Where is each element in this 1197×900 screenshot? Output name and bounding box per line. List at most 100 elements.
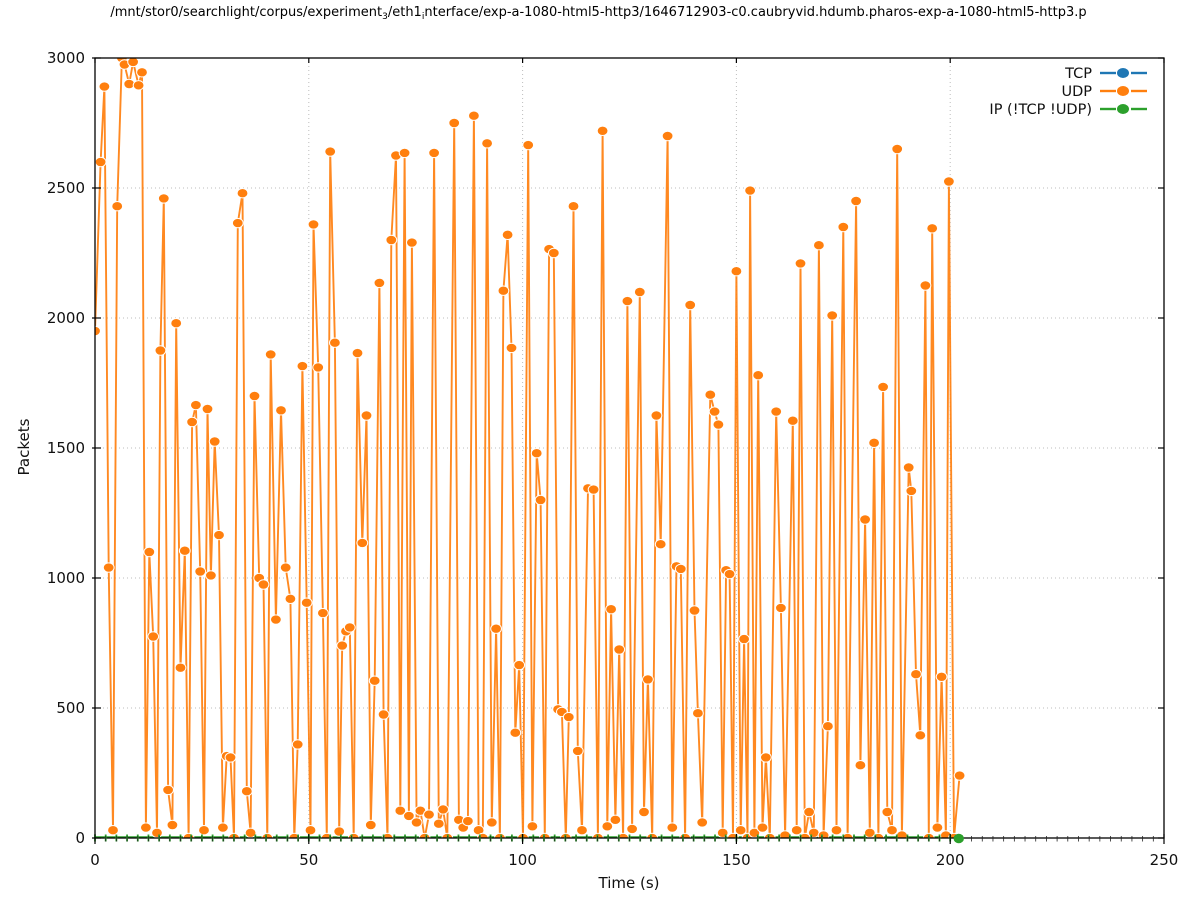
legend-label: IP (!TCP !UDP) [989, 102, 1092, 118]
legend-label: TCP [1064, 66, 1092, 82]
legend-key-marker [1117, 104, 1129, 114]
udp-data-point [107, 825, 119, 836]
udp-data-point [666, 822, 679, 833]
udp-data-point [530, 448, 543, 459]
udp-data-point [868, 437, 880, 448]
y-tick-label: 1500 [47, 439, 85, 457]
udp-data-point [896, 830, 908, 838]
udp-data-point [170, 318, 183, 329]
udp-data-point [275, 405, 287, 416]
udp-data-point [95, 325, 101, 337]
udp-data-point [756, 822, 769, 833]
udp-data-point [571, 745, 584, 757]
udp-data-point [830, 825, 843, 836]
udp-data-point [178, 545, 191, 556]
udp-data-point [248, 390, 261, 402]
udp-data-point [423, 809, 435, 820]
udp-data-point [807, 827, 820, 838]
udp-data-point [638, 806, 650, 818]
udp-data-point [738, 633, 750, 645]
udp-data-point [98, 81, 111, 92]
udp-data-point [217, 822, 229, 833]
udp-data-point [432, 818, 445, 829]
udp-data-point [304, 825, 317, 836]
udp-data-point [224, 752, 237, 763]
udp-data-point [704, 389, 717, 400]
udp-data-point [501, 229, 514, 241]
x-tick-label: 100 [508, 851, 537, 869]
udp-data-point [205, 570, 217, 581]
udp-data-point [877, 381, 889, 393]
udp-data-point [633, 286, 646, 298]
udp-data-point [605, 604, 617, 615]
udp-data-point [674, 563, 687, 575]
y-tick-label: 500 [56, 699, 85, 717]
udp-data-point [95, 156, 107, 168]
x-tick-label: 50 [299, 851, 318, 869]
legend-key-marker [1117, 86, 1129, 96]
udp-data-point [333, 826, 346, 837]
udp-data-point [760, 752, 772, 763]
udp-data-point [190, 399, 202, 411]
udp-data-point [752, 370, 765, 381]
chart-title-part: nterface/exp-a-1080-html5-http3/16467129… [424, 5, 1087, 20]
udp-data-point [509, 727, 522, 738]
udp-data-point [485, 817, 498, 828]
udp-data-point [317, 607, 329, 619]
udp-data-point [157, 193, 170, 204]
udp-data-point [688, 605, 701, 616]
udp-data-point [481, 138, 494, 149]
udp-data-point [284, 593, 297, 604]
udp-data-point [351, 347, 364, 359]
legend-key-marker [1117, 68, 1129, 78]
ip-end-data-point [953, 833, 964, 844]
udp-data-point [410, 817, 423, 828]
udp-data-point [462, 815, 474, 827]
udp-data-point [385, 234, 398, 246]
udp-data-point [779, 830, 791, 838]
udp-data-point [147, 631, 160, 642]
udp-data-point [822, 721, 834, 732]
udp-data-point [312, 362, 325, 373]
udp-data-point [490, 623, 503, 634]
x-axis-title: Time (s) [598, 874, 660, 892]
udp-data-point [803, 806, 815, 818]
udp-data-point [307, 219, 320, 230]
udp-data-point [198, 825, 210, 836]
udp-data-point [102, 562, 115, 573]
udp-data-point [140, 822, 152, 833]
udp-data-point [654, 539, 667, 550]
udp-data-point [136, 67, 148, 78]
udp-data-point [723, 568, 736, 580]
udp-data-point [609, 814, 622, 825]
udp-data-point [151, 827, 163, 838]
y-tick-label: 1000 [47, 569, 85, 587]
udp-data-point [468, 110, 480, 121]
x-tick-label: 250 [1150, 851, 1179, 869]
udp-data-point [935, 671, 948, 682]
udp-data-point [213, 529, 225, 541]
udp-data-point [162, 784, 175, 796]
udp-data-point [231, 217, 244, 229]
x-tick-label: 200 [936, 851, 965, 869]
udp-data-point [154, 345, 167, 356]
udp-data-point [132, 80, 145, 91]
udp-data-point [236, 188, 249, 199]
udp-data-point [613, 644, 626, 655]
chart-title-part: /eth1 [387, 5, 422, 20]
x-tick-label: 0 [90, 851, 100, 869]
udp-data-point [497, 285, 510, 296]
udp-data-point [596, 125, 609, 137]
chart-title: /mnt/stor0/searchlight/corpus/experiment… [0, 2, 1197, 24]
udp-data-point [567, 201, 580, 212]
udp-data-point [513, 659, 526, 671]
udp-data-point [300, 597, 313, 608]
udp-data-point [368, 675, 381, 686]
udp-data-point [576, 825, 588, 836]
udp-data-point [296, 360, 309, 372]
udp-data-point [403, 810, 415, 822]
udp-data-point [905, 485, 918, 497]
udp-data-point [770, 406, 783, 417]
